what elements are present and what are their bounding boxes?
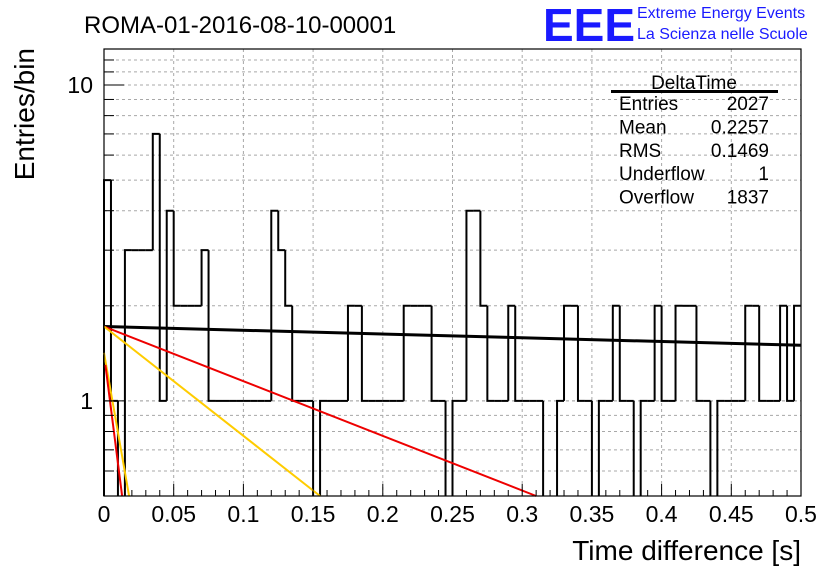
- histogram-bar: [277, 210, 286, 252]
- stats-label: Underflow: [619, 164, 705, 185]
- x-tick-label: 0.3: [506, 501, 538, 527]
- y-tick-label: 10: [67, 72, 93, 98]
- histogram-bar: [151, 132, 160, 251]
- x-tick-label: 0.25: [430, 501, 475, 527]
- histogram-bar: [744, 304, 753, 401]
- fit-line: [103, 325, 321, 497]
- histogram-bar: [402, 304, 411, 401]
- histogram-bar: [716, 399, 725, 496]
- histogram-bar: [479, 210, 488, 307]
- stats-value: 1837: [727, 188, 769, 209]
- stats-label: Overflow: [619, 188, 694, 209]
- x-tick-label: 0.05: [151, 501, 196, 527]
- x-tick-labels: 0 0.05 0.1 0.15 0.2 0.25 0.3 0.35 0.4 0.45 0.5: [98, 501, 817, 527]
- x-tick-label: 0.35: [570, 501, 615, 527]
- x-tick-label: 0: [98, 501, 111, 527]
- histogram-bar: [653, 304, 662, 401]
- histogram-bar: [165, 209, 174, 401]
- stats-label: Entries: [619, 94, 678, 115]
- histogram-bar: [597, 399, 606, 496]
- histogram-bar: [430, 305, 439, 402]
- fit-lines: [103, 324, 802, 497]
- histogram-bar: [109, 180, 118, 402]
- histogram-bar: [158, 133, 167, 402]
- logo-line-2: La Scienza nelle Scuole: [637, 26, 808, 43]
- stats-value: 0.1469: [711, 141, 769, 162]
- histogram-bar: [319, 399, 328, 496]
- x-tick-label: 0.4: [646, 501, 678, 527]
- y-tick-label: 1: [80, 388, 93, 414]
- y-axis-label: Entries/bin: [9, 48, 40, 180]
- x-tick-label: 0.5: [785, 501, 817, 527]
- fit-line: [103, 352, 131, 497]
- fit-line: [103, 325, 537, 497]
- histogram-bar: [639, 399, 648, 496]
- stats-label: Mean: [619, 117, 667, 138]
- x-tick-label: 0.1: [227, 501, 259, 527]
- stats-label: RMS: [619, 141, 661, 162]
- axis-ticks: [103, 59, 802, 497]
- histogram-bar: [360, 305, 369, 402]
- histogram-bar: [695, 305, 704, 402]
- fit-line: [104, 364, 124, 497]
- stats-value: 1: [758, 164, 769, 185]
- histogram-bar: [346, 304, 355, 401]
- stats-value: 0.2257: [711, 117, 769, 138]
- histogram-bar: [514, 305, 523, 402]
- x-tick-label: 0.15: [291, 501, 336, 527]
- x-axis-label: Time difference [s]: [572, 535, 801, 566]
- histogram-bar: [507, 304, 516, 401]
- logo-mark: EEE: [543, 0, 635, 51]
- histogram-bar: [786, 305, 795, 402]
- histogram-bar: [486, 305, 495, 402]
- histogram-bar: [660, 305, 669, 402]
- histogram-bar: [674, 304, 683, 401]
- stats-box: DeltaTime Entries 2027 Mean 0.2257 RMS 0.1469…: [611, 73, 778, 209]
- stats-name: DeltaTime: [651, 73, 737, 94]
- plot-title: ROMA-01-2016-08-10-00001: [84, 12, 396, 39]
- histogram-bar: [451, 399, 460, 496]
- y-tick-labels: 1 10: [67, 72, 93, 414]
- histogram-bar: [779, 304, 788, 401]
- histogram-bar: [758, 305, 767, 402]
- stats-value: 2027: [727, 94, 769, 115]
- logo-line-1: Extreme Energy Events: [637, 5, 805, 22]
- fit-line: [103, 324, 802, 347]
- histogram-bar: [611, 304, 620, 401]
- histogram-bar: [563, 304, 571, 401]
- histogram-bar: [270, 209, 279, 401]
- histogram-bar: [284, 250, 293, 307]
- histogram-bar: [103, 179, 111, 496]
- histogram-bar: [123, 249, 132, 496]
- histogram-bar: [793, 304, 801, 401]
- x-tick-label: 0.2: [367, 501, 399, 527]
- histogram-bar: [200, 249, 209, 306]
- histogram-bar: [207, 250, 216, 402]
- histogram-bar: [618, 305, 627, 402]
- histogram-bar: [291, 305, 300, 402]
- histogram-bar: [576, 305, 585, 402]
- x-tick-label: 0.45: [709, 501, 754, 527]
- eee-logo: EEE Extreme Energy Events La Scienza nel…: [543, 0, 808, 51]
- histogram-bar: [556, 399, 565, 496]
- histogram-bar: [172, 210, 181, 307]
